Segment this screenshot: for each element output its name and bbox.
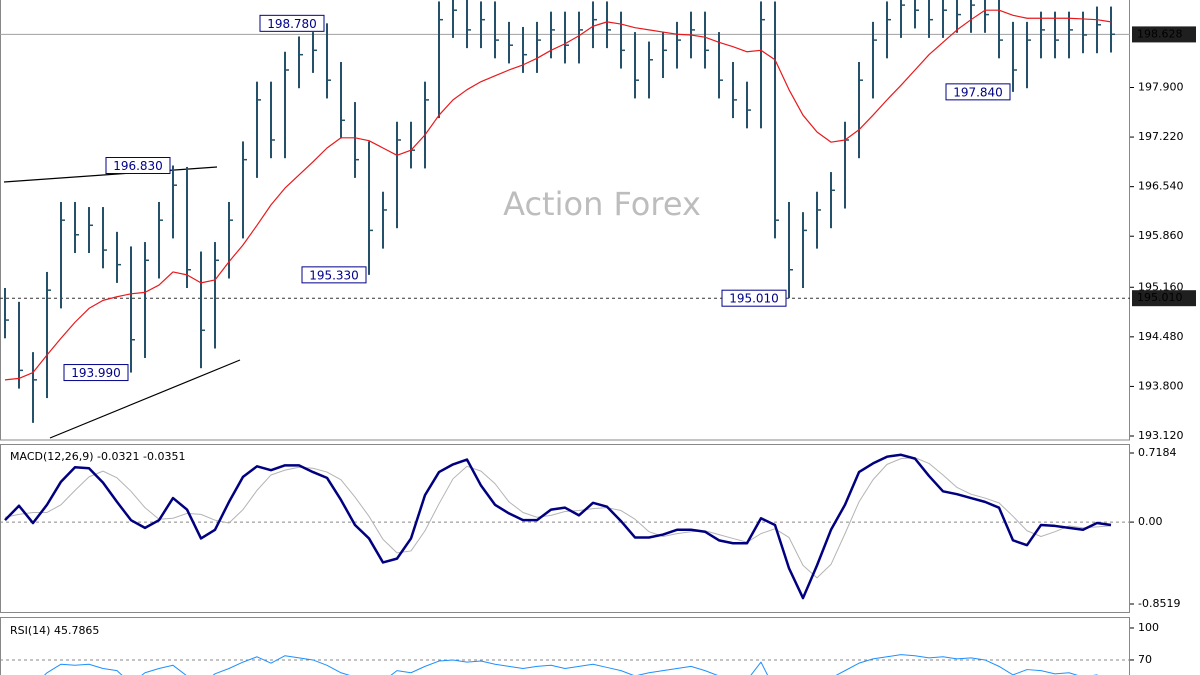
y-tick-label: 197.220 bbox=[1138, 130, 1184, 143]
y-tick-label: 0.7184 bbox=[1138, 446, 1177, 459]
watermark: Action Forex bbox=[503, 185, 701, 223]
level-label: 195.010 bbox=[1137, 291, 1183, 304]
indicator-line bbox=[44, 654, 1098, 675]
macd-plot bbox=[0, 453, 1130, 600]
y-tick-label: 100 bbox=[1138, 621, 1159, 634]
annotation-label: 197.840 bbox=[953, 85, 1003, 99]
y-tick-label: 70 bbox=[1138, 653, 1152, 666]
trendline bbox=[49, 359, 241, 439]
annotation-label: 198.780 bbox=[267, 17, 317, 31]
price-plot bbox=[0, 0, 1130, 423]
moving-average bbox=[4, 9, 1112, 381]
y-tick-label: 193.120 bbox=[1138, 429, 1184, 442]
annotation-label: 196.830 bbox=[113, 159, 163, 173]
rsi-plot bbox=[0, 654, 1130, 675]
annotation-box bbox=[63, 364, 129, 382]
y-tick-label: 195.160 bbox=[1138, 280, 1184, 293]
annotation-label: 195.330 bbox=[309, 268, 359, 282]
rsi-title: RSI(14) 45.7865 bbox=[10, 624, 99, 637]
y-tick-label: 196.540 bbox=[1138, 180, 1184, 193]
y-tick-label: 193.800 bbox=[1138, 379, 1184, 392]
indicator-line bbox=[4, 453, 1112, 600]
trendlines bbox=[3, 166, 241, 439]
annotation-box bbox=[301, 266, 367, 284]
axes: 197.900 197.220 196.540 195.860 195.160 194.4… bbox=[1130, 26, 1196, 666]
annotation-box bbox=[721, 289, 787, 307]
annotation-label: 193.990 bbox=[71, 366, 121, 380]
y-tick-label: 197.900 bbox=[1138, 80, 1184, 93]
y-tick-label: 0.00 bbox=[1138, 515, 1163, 528]
macd-title: MACD(12,26,9) -0.0321 -0.0351 bbox=[10, 450, 185, 463]
macd-panel bbox=[0, 444, 1130, 613]
annotation-box bbox=[105, 157, 171, 175]
price-panel bbox=[0, 0, 1130, 441]
y-tick-label: 195.860 bbox=[1138, 229, 1184, 242]
y-tick-label: 194.480 bbox=[1138, 330, 1184, 343]
last-price-label: 198.628 bbox=[1137, 27, 1183, 40]
rsi-panel bbox=[0, 617, 1130, 675]
trendline bbox=[3, 166, 218, 183]
annotation-box bbox=[259, 14, 325, 32]
y-tick-label: -0.8519 bbox=[1138, 597, 1180, 610]
level-box bbox=[1132, 290, 1196, 307]
annotation-label: 195.010 bbox=[729, 292, 779, 306]
last-price-box bbox=[1132, 26, 1196, 43]
annotation-box bbox=[945, 83, 1011, 101]
